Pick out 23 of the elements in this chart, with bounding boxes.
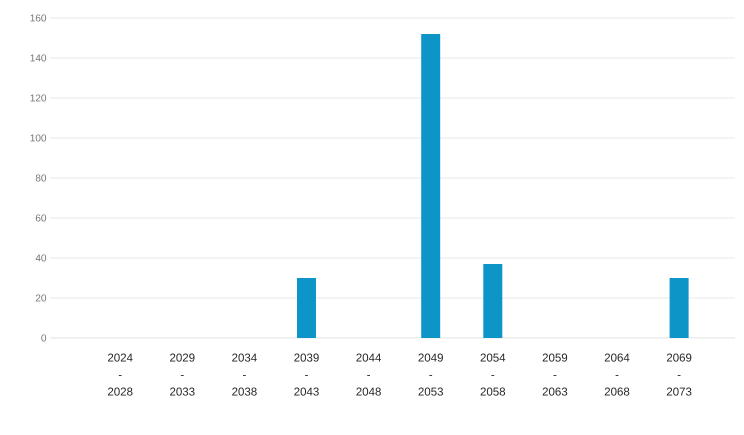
bar	[421, 34, 440, 338]
x-tick-label: 2069 - 2073	[666, 354, 692, 396]
bar	[483, 264, 502, 338]
y-tick-label: 60	[36, 214, 46, 222]
x-tick-label: 2024 - 2028	[108, 354, 133, 396]
x-tick-label: 2049 - 2053	[418, 354, 443, 396]
y-tick-label: 100	[30, 134, 46, 142]
x-tick-label: 2044 - 2048	[356, 354, 382, 396]
x-tick-label: 2059 - 2063	[542, 354, 568, 396]
y-tick-label: 0	[41, 334, 46, 342]
x-tick-label: 2029 - 2033	[170, 354, 195, 396]
y-tick-label: 140	[30, 54, 46, 62]
x-tick-label: 2034 - 2038	[232, 354, 257, 396]
y-tick-label: 120	[30, 94, 46, 102]
y-tick-label: 20	[36, 294, 46, 302]
bar	[296, 278, 316, 338]
x-tick-label: 2039 - 2043	[294, 354, 319, 396]
y-tick-label: 160	[30, 14, 46, 22]
bar	[670, 278, 689, 338]
y-tick-label: 40	[36, 254, 46, 262]
x-tick-label: 2054 - 2058	[480, 354, 506, 396]
y-tick-label: 80	[36, 174, 46, 182]
x-tick-label: 2064 - 2068	[604, 354, 630, 396]
